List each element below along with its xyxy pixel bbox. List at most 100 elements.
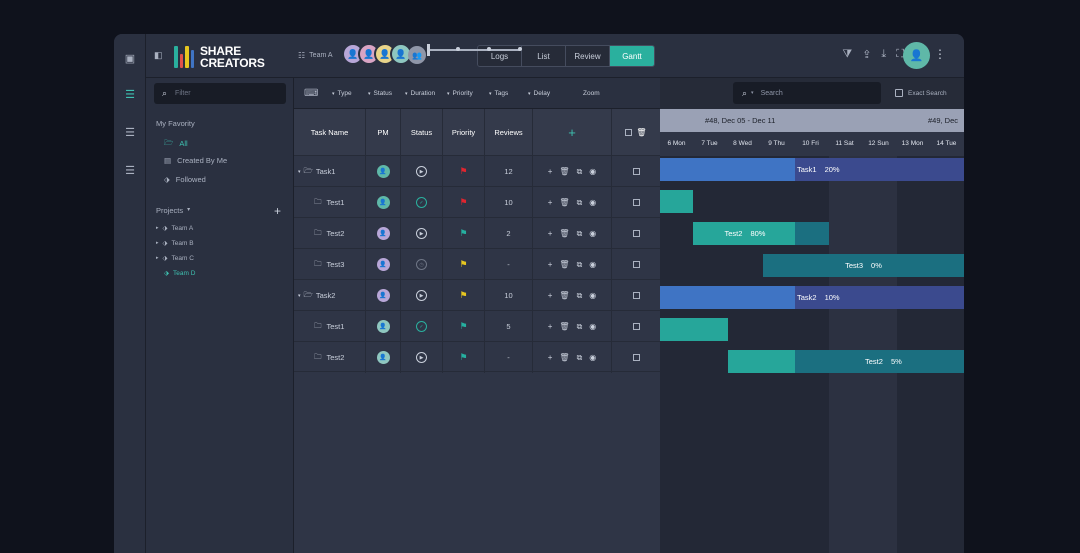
exact-search-toggle[interactable]: Exact Search [895, 89, 947, 97]
copy-icon[interactable]: ⧉ [576, 166, 583, 176]
project-team-a[interactable]: ▸ ⬗ Team A [156, 224, 194, 233]
caret-down-icon[interactable]: ▾ [298, 168, 301, 175]
zoom-slider[interactable] [427, 44, 522, 56]
copy-icon[interactable]: ⧉ [576, 228, 583, 238]
add-member-icon[interactable]: 👥 [408, 46, 426, 64]
list-view-icon[interactable]: ☰ [125, 88, 135, 101]
gantt-bar-test1[interactable] [660, 190, 693, 213]
add-icon[interactable]: + [547, 322, 553, 331]
column-header-status[interactable]: Status [401, 109, 443, 155]
add-icon[interactable]: + [547, 260, 553, 269]
table-row[interactable]: ▾ 🗁 Task2 👤 ▶ ⚑ 10 + 🗑 ⧉ ◉ [294, 279, 660, 311]
exact-search-checkbox[interactable] [895, 89, 903, 97]
row-checkbox[interactable] [632, 292, 640, 299]
tasks-icon[interactable]: ☰ [125, 126, 135, 139]
flag-icon[interactable]: ⚑ [459, 352, 468, 362]
table-row[interactable]: ▾ 🗁 Task1 👤 ▶ ⚑ 12 + 🗑 ⧉ ◉ [294, 155, 660, 187]
user-avatar[interactable]: 👤 [903, 42, 930, 69]
avatar[interactable]: 👤 [376, 227, 390, 240]
play-icon[interactable]: ▶ [416, 228, 427, 239]
copy-icon[interactable]: ⧉ [576, 321, 583, 331]
team-selector[interactable]: ☷ Team A [298, 51, 333, 60]
download-icon[interactable]: ⤓ [881, 48, 887, 60]
check-circle-icon[interactable]: ✓ [416, 321, 427, 332]
avatar[interactable]: 👤 [376, 320, 390, 333]
project-team-d[interactable]: ⬗ Team D [164, 269, 196, 278]
eye-icon[interactable]: ◉ [589, 198, 597, 207]
trash-icon[interactable]: 🗑 [559, 291, 570, 300]
upload-icon[interactable]: ⇪ [862, 49, 872, 61]
avatar[interactable]: 👤 [376, 196, 390, 209]
add-project-button[interactable]: + [273, 204, 281, 218]
play-icon[interactable]: ▶ [416, 352, 427, 363]
fullscreen-icon[interactable]: ⛶ [896, 48, 904, 60]
gantt-bar-test2[interactable]: Test2 80% [693, 222, 829, 245]
eye-icon[interactable]: ◉ [589, 229, 597, 238]
filter-icon[interactable]: ⧩ [842, 48, 853, 60]
avatar[interactable]: 👤 [376, 258, 390, 271]
projects-heading[interactable]: Projects ▾ [156, 206, 191, 215]
more-options-icon[interactable]: ⋮ [934, 47, 946, 61]
column-header-pm[interactable]: PM [366, 109, 401, 155]
column-header-priority[interactable]: Priority [443, 109, 485, 155]
table-row[interactable]: 🗀 Test1 👤 ✓ ⚑ 10 + 🗑 ⧉ ◉ [294, 186, 660, 218]
sidebar-toggle-icon[interactable]: ◧ [154, 50, 163, 60]
folder-icon[interactable]: ▣ [124, 52, 136, 65]
tab-logs[interactable]: Logs [478, 46, 522, 66]
member-avatars[interactable]: 👤 👤 👤 👤 [342, 43, 412, 65]
avatar[interactable]: 👤 [376, 165, 390, 178]
column-header-task-name[interactable]: Task Name [294, 109, 366, 155]
copy-icon[interactable]: ⧉ [576, 259, 583, 269]
avatar[interactable]: 👤 [376, 289, 390, 302]
sidebar-item-all[interactable]: 🗁 All [164, 138, 188, 148]
gantt-bar-test3[interactable]: Test3 0% [763, 254, 964, 277]
row-checkbox[interactable] [632, 168, 640, 175]
filter-tags[interactable]: ▾ Tags [489, 90, 509, 97]
row-checkbox[interactable] [632, 199, 640, 206]
row-checkbox[interactable] [632, 230, 640, 237]
table-row[interactable]: 🗀 Test3 👤 ◷ ⚑ - + 🗑 ⧉ ◉ [294, 248, 660, 280]
copy-icon[interactable]: ⧉ [576, 197, 583, 207]
eye-icon[interactable]: ◉ [589, 291, 597, 300]
filter-duration[interactable]: ▾ Duration [405, 90, 436, 97]
trash-icon[interactable]: 🗑 [559, 229, 570, 238]
copy-icon[interactable]: ⧉ [576, 290, 583, 300]
trash-icon[interactable]: 🗑 [636, 127, 647, 137]
table-row[interactable]: 🗀 Test2 👤 ▶ ⚑ 2 + 🗑 ⧉ ◉ [294, 217, 660, 249]
keyboard-icon[interactable]: ⌨ [304, 88, 319, 99]
eye-icon[interactable]: ◉ [589, 322, 597, 331]
add-icon[interactable]: + [547, 353, 553, 362]
flag-icon[interactable]: ⚑ [459, 259, 468, 269]
add-task-button[interactable]: + [533, 109, 612, 155]
filter-type[interactable]: ▾ Type [332, 90, 352, 97]
trash-icon[interactable]: 🗑 [559, 353, 570, 362]
gantt-bar-test2[interactable]: Test2 5% [728, 350, 964, 373]
flag-icon[interactable]: ⚑ [459, 166, 468, 176]
menu-icon[interactable]: ☰ [125, 164, 135, 177]
filter-priority[interactable]: ▾ Priority [447, 90, 473, 97]
row-checkbox[interactable] [632, 354, 640, 361]
trash-icon[interactable]: 🗑 [559, 198, 570, 207]
add-icon[interactable]: + [547, 198, 553, 207]
gantt-bar-task1[interactable]: Task1 20% [660, 158, 964, 181]
trash-icon[interactable]: 🗑 [559, 322, 570, 331]
flag-icon[interactable]: ⚑ [459, 197, 468, 207]
add-icon[interactable]: + [547, 291, 553, 300]
check-circle-icon[interactable]: ✓ [416, 197, 427, 208]
table-row[interactable]: 🗀 Test1 👤 ✓ ⚑ 5 + 🗑 ⧉ ◉ [294, 310, 660, 342]
flag-icon[interactable]: ⚑ [459, 228, 468, 238]
tab-gantt[interactable]: Gantt [610, 46, 654, 66]
flag-icon[interactable]: ⚑ [459, 290, 468, 300]
clock-icon[interactable]: ◷ [416, 259, 427, 270]
add-icon[interactable]: + [547, 167, 553, 176]
column-header-reviews[interactable]: Reviews [485, 109, 533, 155]
play-icon[interactable]: ▶ [416, 290, 427, 301]
filter-status[interactable]: ▾ Status [368, 90, 392, 97]
table-row[interactable]: 🗀 Test2 👤 ▶ ⚑ - + 🗑 ⧉ ◉ [294, 341, 660, 373]
filter-delay[interactable]: ▾ Delay [528, 90, 551, 97]
zoom-handle[interactable] [427, 44, 430, 56]
sidebar-item-created-by-me[interactable]: ▤ Created By Me [164, 156, 228, 165]
gantt-bar-test1[interactable] [660, 318, 728, 341]
search-input[interactable]: ⌕ ▾ Search [733, 82, 881, 104]
tab-list[interactable]: List [522, 46, 566, 66]
